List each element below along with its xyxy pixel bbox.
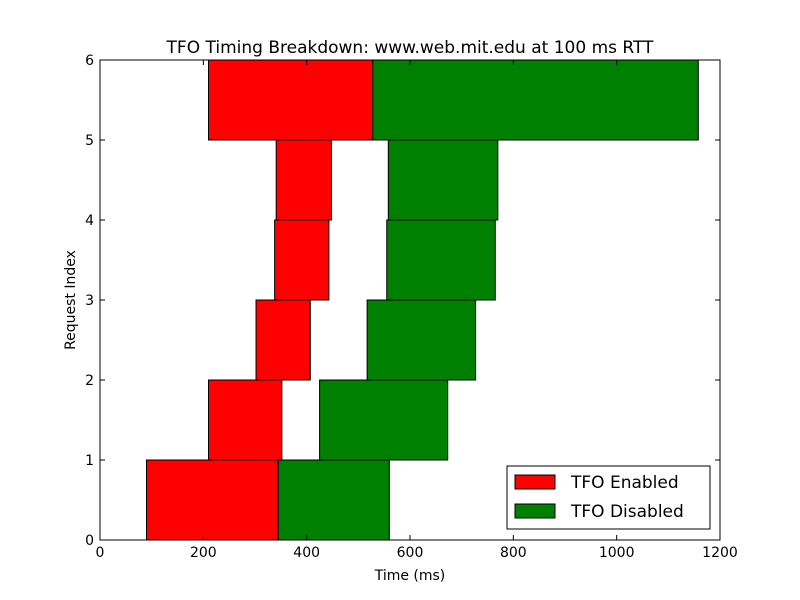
x-tick-label: 1000 [599,545,635,561]
y-tick-label: 0 [85,533,94,549]
y-tick-label: 6 [85,53,94,69]
tfo-disabled-bar-1 [319,379,449,461]
y-tick-label: 5 [85,133,94,149]
x-axis-label: Time (ms) [374,568,446,584]
x-tick-label: 400 [293,545,320,561]
tfo-disabled-legend-swatch [514,503,556,519]
y-tick-label: 2 [85,373,94,389]
tfo-enabled-bar-0 [146,459,279,541]
tfo-disabled-bar-4 [387,139,499,221]
x-tick-label: 0 [96,545,105,561]
y-tick-label: 3 [85,293,94,309]
tfo-enabled-legend-swatch [514,474,556,490]
tfo-enabled-bar-3 [274,219,330,301]
x-tick-label: 600 [397,545,424,561]
y-axis-label: Request Index [63,250,79,350]
tfo-enabled-legend-label: TFO Enabled [570,473,679,493]
tfo-enabled-bar-1 [208,379,283,461]
y-tick-label: 1 [85,453,94,469]
tfo-disabled-bar-2 [366,299,477,381]
tfo-enabled-bar-2 [255,299,311,381]
tfo-enabled-bar-5 [208,59,374,141]
tfo-enabled-bar-4 [275,139,332,221]
legend: TFO Enabled TFO Disabled [506,465,711,530]
plot-frame [99,59,721,541]
tfo-disabled-legend-label: TFO Disabled [570,502,684,522]
tfo-disabled-bar-0 [277,459,390,541]
chart-title: TFO Timing Breakdown: www.web.mit.edu at… [166,38,654,58]
tfo-disabled-bar-5 [372,59,699,141]
ticks-layer: 0 200 400 600 800 1000 1200 0 1 2 3 4 5 6 [85,53,738,561]
y-tick-label: 4 [85,213,94,229]
x-tick-label: 200 [190,545,217,561]
x-tick-label: 800 [500,545,527,561]
x-tick-label: 1200 [702,545,738,561]
tfo-disabled-bar-3 [386,219,496,301]
bars-layer [146,59,699,541]
